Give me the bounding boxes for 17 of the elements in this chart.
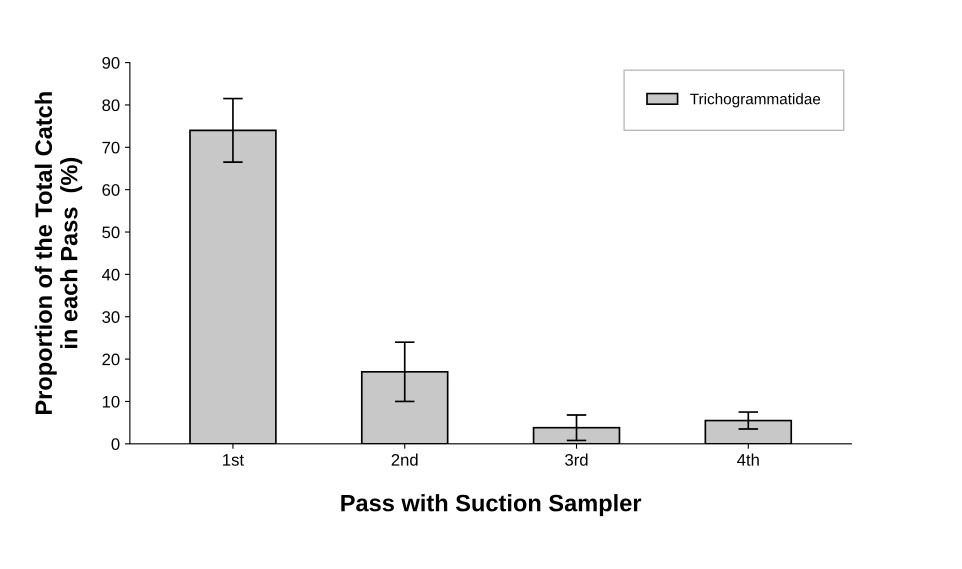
y-tick-label: 0 bbox=[112, 438, 120, 450]
legend-label: Trichogrammatidae bbox=[690, 93, 820, 108]
y-tick-label: 20 bbox=[102, 354, 120, 366]
y-tick-label: 30 bbox=[102, 311, 120, 323]
y-tick-label: 90 bbox=[102, 56, 120, 69]
y-tick-label: 40 bbox=[102, 268, 120, 281]
y-axis-title: Proportion of the Total Catch in each Pass (%) bbox=[34, 92, 82, 414]
y-tick-label: 80 bbox=[102, 99, 120, 112]
y-tick-label: 70 bbox=[102, 142, 120, 154]
x-tick-label: 3rd bbox=[565, 454, 588, 466]
x-tick-label: 2nd bbox=[392, 454, 418, 466]
y-tick-label: 60 bbox=[102, 184, 120, 196]
x-tick-label: 4th bbox=[737, 454, 759, 466]
y-tick-label: 10 bbox=[102, 396, 120, 408]
x-tick-label: 1st bbox=[223, 454, 244, 466]
x-axis-title: Pass with Suction Sampler bbox=[341, 494, 642, 516]
y-tick-label: 50 bbox=[102, 226, 120, 238]
